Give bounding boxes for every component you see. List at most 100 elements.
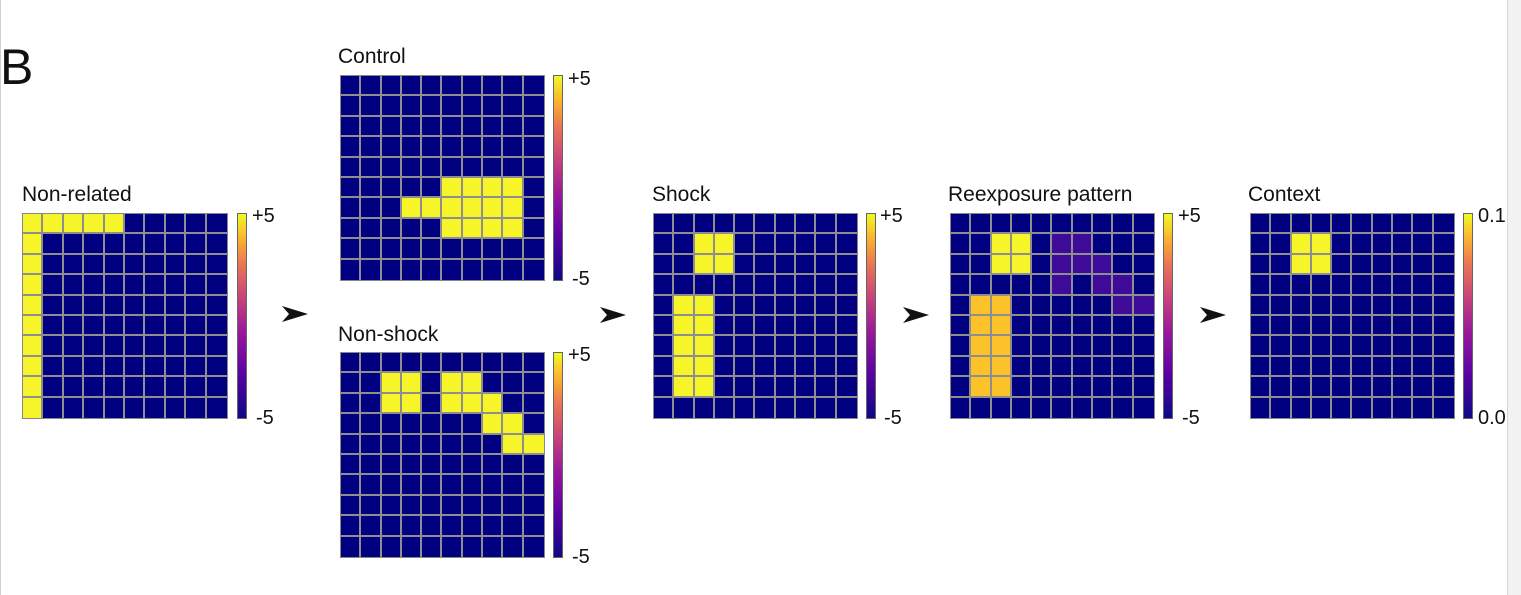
grid-cell	[462, 157, 484, 178]
grid-cell	[1311, 397, 1333, 418]
grid-cell	[523, 536, 544, 557]
grid-cell	[43, 254, 64, 276]
grid-cell	[462, 516, 484, 537]
grid-cell	[361, 259, 382, 280]
grid-cell	[1133, 336, 1154, 357]
grid-cell	[1413, 377, 1434, 398]
grid-cell	[1433, 254, 1454, 276]
grid-cell	[361, 137, 382, 158]
active-cell	[503, 198, 524, 219]
active-cell	[23, 254, 44, 276]
grid-cell	[361, 177, 382, 199]
grid-cell	[714, 356, 736, 378]
grid-cell	[341, 495, 362, 517]
grid-cell	[84, 275, 105, 296]
grid-cell	[145, 214, 166, 235]
grid-cell	[1052, 214, 1073, 235]
active-cell	[23, 315, 44, 337]
grid-cell	[714, 397, 736, 418]
grid-cell	[341, 536, 362, 557]
grid-cell	[381, 116, 402, 138]
grid-cell	[735, 356, 756, 378]
active-cell	[1291, 254, 1312, 276]
grid-cell	[1433, 275, 1454, 296]
grid-cell	[84, 295, 105, 316]
grid-cell	[186, 336, 207, 357]
colorbar-non-related	[237, 213, 247, 419]
grid-cell	[361, 454, 382, 476]
active-cell	[991, 315, 1012, 337]
grid-cell	[796, 214, 817, 235]
active-cell	[694, 315, 715, 337]
active-cell	[462, 393, 484, 415]
grid-cell	[694, 214, 715, 235]
grid-cell	[63, 254, 85, 276]
grid-cell	[714, 295, 736, 316]
grid-cell	[523, 353, 544, 374]
grid-cell	[796, 295, 817, 316]
active-cell	[483, 414, 504, 435]
grid-cell	[1352, 234, 1373, 255]
grid-cell	[1372, 234, 1394, 255]
grid-cell	[462, 495, 484, 517]
active-cell	[483, 393, 504, 415]
active-cell	[23, 397, 44, 418]
grid-cell	[341, 239, 362, 260]
grid-cell	[674, 214, 695, 235]
active-cell	[991, 254, 1012, 276]
grid-cell	[816, 336, 837, 357]
grid-cell	[523, 198, 544, 219]
grid-cell	[1251, 356, 1272, 378]
grid-cell	[523, 157, 544, 178]
active-cell	[1052, 234, 1073, 255]
active-cell	[84, 214, 105, 235]
grid-cell	[442, 157, 463, 178]
grid-cell	[1251, 315, 1272, 337]
grid-cell	[1433, 336, 1454, 357]
grid-cell	[381, 177, 402, 199]
panel-title-context: Context	[1248, 183, 1321, 206]
grid-cell	[1093, 336, 1114, 357]
grid-cell	[462, 259, 484, 280]
active-cell	[483, 198, 504, 219]
grid-cell	[1372, 295, 1394, 316]
grid-cell	[361, 353, 382, 374]
grid-cell	[341, 259, 362, 280]
grid-cell	[186, 295, 207, 316]
active-cell	[991, 356, 1012, 378]
grid-cell	[1291, 397, 1312, 418]
grid-cell	[381, 157, 402, 178]
grid-cell	[1311, 356, 1333, 378]
grid-cell	[186, 275, 207, 296]
active-cell	[674, 336, 695, 357]
grid-cell	[1393, 254, 1414, 276]
grid-cell	[462, 116, 484, 138]
grid-cell	[483, 536, 504, 557]
grid-cell	[381, 434, 402, 455]
grid-cell	[1413, 397, 1434, 418]
active-cell	[23, 377, 44, 398]
grid-cell	[422, 536, 443, 557]
grid-cell	[775, 275, 797, 296]
grid-cell	[361, 218, 382, 240]
grid-cell	[1372, 356, 1394, 378]
grid-cell	[523, 259, 544, 280]
grid-cell	[361, 393, 382, 415]
grid-cell	[186, 397, 207, 418]
grid-cell	[145, 356, 166, 378]
grid-cell	[401, 516, 423, 537]
grid-cell	[951, 295, 972, 316]
grid-cell	[1393, 397, 1414, 418]
active-cell	[991, 295, 1012, 316]
grid-cell	[483, 157, 504, 178]
grid-cell	[206, 234, 227, 255]
page-scrollbar[interactable]	[1507, 0, 1521, 595]
grid-cell	[816, 295, 837, 316]
grid-cell	[483, 454, 504, 476]
grid-cell	[735, 315, 756, 337]
grid-cell	[401, 414, 423, 435]
grid-cell	[145, 315, 166, 337]
grid-cell	[381, 454, 402, 476]
grid-cell	[165, 397, 187, 418]
grid-cell	[442, 137, 463, 158]
